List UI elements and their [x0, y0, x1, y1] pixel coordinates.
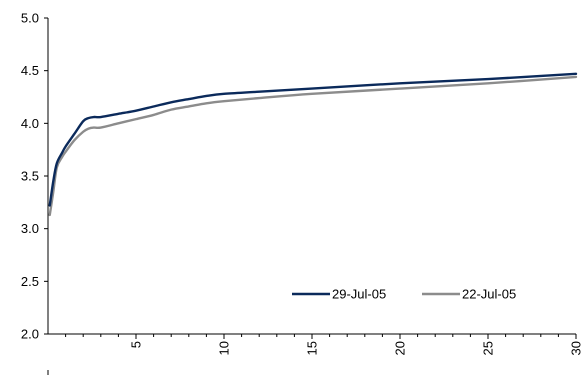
series-line-1: [48, 75, 578, 217]
y-tick-label: 4.0: [21, 116, 39, 131]
y-tick-label: 5.0: [21, 11, 39, 26]
y-tick-label: 2.0: [21, 327, 39, 342]
series-line-0: [48, 72, 578, 207]
series-layer: [48, 72, 578, 217]
x-tick-label: 30: [569, 341, 584, 355]
x-tick-label: 25: [481, 341, 496, 355]
y-tick-label: 4.5: [21, 63, 39, 78]
x-tick-label: 10: [217, 341, 232, 355]
x-tick-label: 15: [305, 341, 320, 355]
axes: 2.0 2.5 3.0 3.5 4.0 4.5 5.0 5 10 15 20 25 30: [21, 11, 584, 375]
x-tick-label: 5: [129, 341, 144, 348]
y-tick-label: 3.0: [21, 221, 39, 236]
legend: 29-Jul-05 22-Jul-05: [292, 287, 516, 302]
legend-label-1: 22-Jul-05: [462, 287, 516, 302]
y-tick-label: 2.5: [21, 274, 39, 289]
y-tick-label: 3.5: [21, 169, 39, 184]
x-tick-label: 20: [393, 341, 408, 355]
legend-label-0: 29-Jul-05: [332, 287, 386, 302]
